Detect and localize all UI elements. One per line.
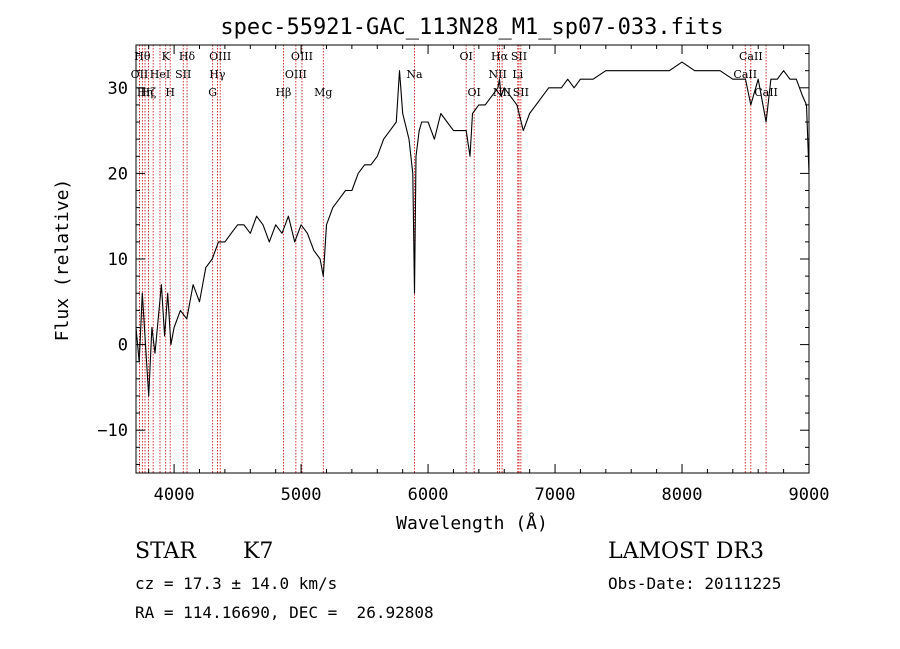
spectral-line-label: Hζ	[141, 86, 157, 99]
x-tick-label: 7000	[535, 485, 576, 505]
spectral-line-label: NII	[488, 68, 506, 81]
spectral-line-label: OIII	[291, 50, 313, 63]
spectral-line-label: Hβ	[275, 86, 291, 99]
spectral-line-label: SII	[511, 50, 527, 63]
y-axis-label: Flux (relative)	[52, 179, 73, 342]
spectral-lines	[139, 45, 767, 473]
x-axis-label: Wavelength (Å)	[396, 512, 548, 534]
spectral-line-label: OIII	[209, 50, 231, 63]
y-tick-label: −10	[97, 421, 128, 441]
spectral-line-label: Hη	[137, 86, 153, 99]
spectral-line-label: G	[208, 86, 217, 99]
spectral-line-label: OII	[131, 68, 149, 81]
spectral-line-label: OIII	[285, 68, 307, 81]
y-tick-label: 10	[108, 250, 128, 270]
spectral-line-label: SII	[513, 86, 529, 99]
spectral-line-label: NII	[493, 86, 511, 99]
spectral-line-label: HeI	[150, 68, 170, 81]
y-tick-label: 30	[108, 79, 128, 99]
chart-title: spec-55921-GAC_113N28_M1_sp07-033.fits	[220, 15, 723, 40]
spectral-line-label: SII	[175, 68, 191, 81]
observation-date: Obs-Date: 20111225	[608, 574, 782, 593]
x-tick-label: 5000	[281, 485, 322, 505]
spectral-line-label: H	[165, 86, 175, 99]
spectral-line-label: OI	[459, 50, 472, 63]
x-tick-label: 6000	[408, 485, 449, 505]
series-line-0	[135, 61, 810, 397]
x-axis: 4000 5000 6000 7000 8000 9000	[148, 45, 830, 505]
coordinates: RA = 114.16690, DEC = 26.92808	[135, 603, 434, 622]
object-class: STAR	[135, 539, 196, 564]
spectral-line-label: Hθ	[134, 50, 151, 63]
spectral-line-label: OI	[467, 86, 480, 99]
spectral-line-label: CaII	[733, 68, 757, 81]
x-tick-label: 4000	[154, 485, 195, 505]
y-tick-label: 20	[108, 164, 128, 184]
x-tick-label: 8000	[662, 485, 703, 505]
plot-frame	[135, 44, 810, 474]
spectral-line-label: Hγ	[209, 68, 226, 81]
spectral-line-label: Li	[512, 68, 523, 81]
y-tick-label: 0	[118, 336, 128, 356]
redshift-velocity: cz = 17.3 ± 14.0 km/s	[135, 574, 338, 593]
spectral-line-label: Na	[406, 68, 423, 81]
spectral-line-label: Mg	[314, 86, 332, 99]
object-subclass: K7	[243, 539, 274, 564]
spectral-line-label: Hα	[491, 50, 509, 63]
spectral-line-labels: OIIHθHηHζHeIKHSIIHδGHγOIIIHβOIIIOIIIMgNa…	[131, 50, 778, 99]
spectral-line-label: K	[162, 50, 171, 63]
survey-name: LAMOST DR3	[608, 539, 764, 564]
flux-series	[135, 61, 810, 397]
spectral-line-label: CaII	[754, 86, 778, 99]
spectral-line-label: CaII	[739, 50, 763, 63]
y-axis: −10 0 10 20 30	[97, 53, 809, 465]
x-tick-label: 9000	[789, 485, 830, 505]
spectral-line-label: Hδ	[179, 50, 196, 63]
